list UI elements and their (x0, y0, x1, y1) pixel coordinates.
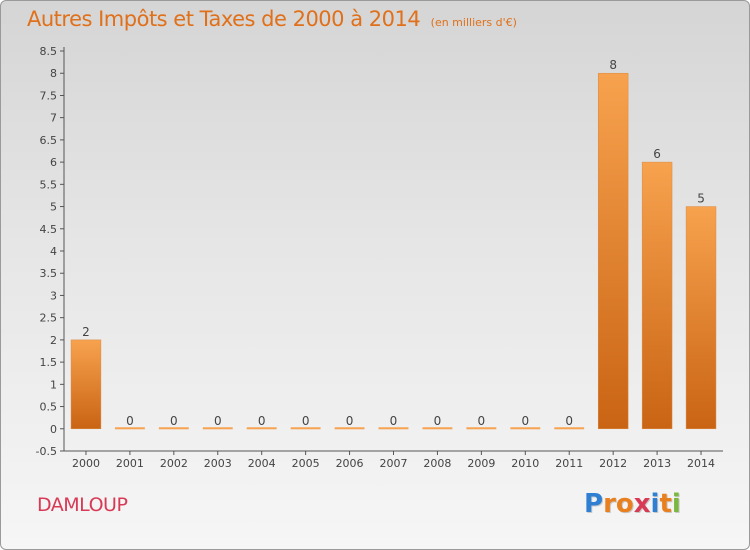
logo-letter: t (659, 489, 672, 519)
bar (70, 339, 102, 430)
x-tick-label: 2009 (467, 457, 495, 470)
y-tick-label: 4.5 (40, 223, 58, 236)
value-label: 0 (170, 414, 178, 428)
bar (466, 427, 497, 430)
y-tick-label: 5.5 (40, 178, 58, 191)
value-label: 0 (258, 414, 266, 428)
x-tick-label: 2007 (380, 457, 408, 470)
x-tick-label: 2004 (248, 457, 276, 470)
logo-letter: i (671, 489, 681, 519)
logo-letter: o (615, 489, 634, 519)
value-label: 0 (390, 414, 398, 428)
bar (378, 427, 409, 430)
bars (70, 72, 717, 430)
y-tick-label: 6 (50, 156, 57, 169)
unit-note: (en milliers d'€) (430, 16, 517, 29)
y-tick-label: 4 (50, 245, 57, 258)
bar (246, 427, 277, 430)
chart-title: Autres Impôts et Taxes de 2000 à 2014 (e… (27, 7, 517, 31)
logo-letter: x (633, 489, 651, 519)
x-tick-label: 2000 (72, 457, 100, 470)
x-tick-label: 2010 (511, 457, 539, 470)
y-tick-label: 0.5 (40, 401, 58, 414)
y-tick-label: 6.5 (40, 134, 58, 147)
x-tick-label: 2001 (116, 457, 144, 470)
bar (158, 427, 189, 430)
bar (422, 427, 453, 430)
y-tick-label: 0 (50, 423, 57, 436)
axes: -0.5 0 0.5 1 1.5 2 2.5 3 3.5 4 4.5 5 5.5 6 6.5 7 7.5 8 8.5… (36, 45, 723, 470)
bar (554, 427, 585, 430)
bar (334, 427, 365, 430)
logo-letter: i (650, 489, 660, 519)
value-label: 0 (302, 414, 310, 428)
logo-letter: P (584, 489, 604, 519)
y-tick-label: 8 (50, 67, 57, 80)
value-label: 6 (653, 147, 661, 161)
value-label: 5 (697, 192, 705, 206)
x-tick-label: 2011 (555, 457, 583, 470)
x-tick-label: 2005 (292, 457, 320, 470)
x-tick-label: 2002 (160, 457, 188, 470)
value-label: 0 (565, 414, 573, 428)
y-tick-label: 2 (50, 334, 57, 347)
x-tick-label: 2013 (643, 457, 671, 470)
title-text: Autres Impôts et Taxes de 2000 à 2014 (27, 7, 421, 31)
logo-letter: r (603, 489, 616, 519)
x-tick-label: 2006 (336, 457, 364, 470)
x-tick-label: 2012 (599, 457, 627, 470)
y-tick-label: 8.5 (40, 45, 58, 58)
value-label: 0 (126, 414, 134, 428)
x-tick-label: 2014 (687, 457, 715, 470)
bar (202, 427, 233, 430)
x-tick-label: 2003 (204, 457, 232, 470)
y-tick-label: 3.5 (40, 267, 58, 280)
y-tick-label: 7 (50, 112, 57, 125)
value-label: 0 (346, 414, 354, 428)
y-tick-label: 7.5 (40, 89, 58, 102)
x-tick-label: 2008 (423, 457, 451, 470)
value-label: 0 (214, 414, 222, 428)
value-label: 0 (434, 414, 442, 428)
value-labels: 2 0 0 0 0 0 0 0 0 0 0 0 8 6 5 (82, 58, 705, 428)
bar (290, 427, 321, 430)
y-tick-label: 5 (50, 201, 57, 214)
bar (510, 427, 541, 430)
bar (114, 427, 145, 430)
bar (597, 72, 629, 430)
proxiti-logo: Proxiti (584, 489, 681, 519)
value-label: 8 (609, 58, 617, 72)
y-tick-label: 2.5 (40, 312, 58, 325)
value-label: 0 (478, 414, 486, 428)
value-label: 0 (521, 414, 529, 428)
y-tick-label: 1.5 (40, 356, 58, 369)
bar (685, 206, 717, 430)
y-tick-label: 1 (50, 378, 57, 391)
commune-name: DAMLOUP (37, 494, 128, 516)
y-tick-label: 3 (50, 289, 57, 302)
value-label: 2 (82, 325, 90, 339)
bar (641, 161, 673, 430)
y-tick-label: -0.5 (36, 445, 57, 458)
